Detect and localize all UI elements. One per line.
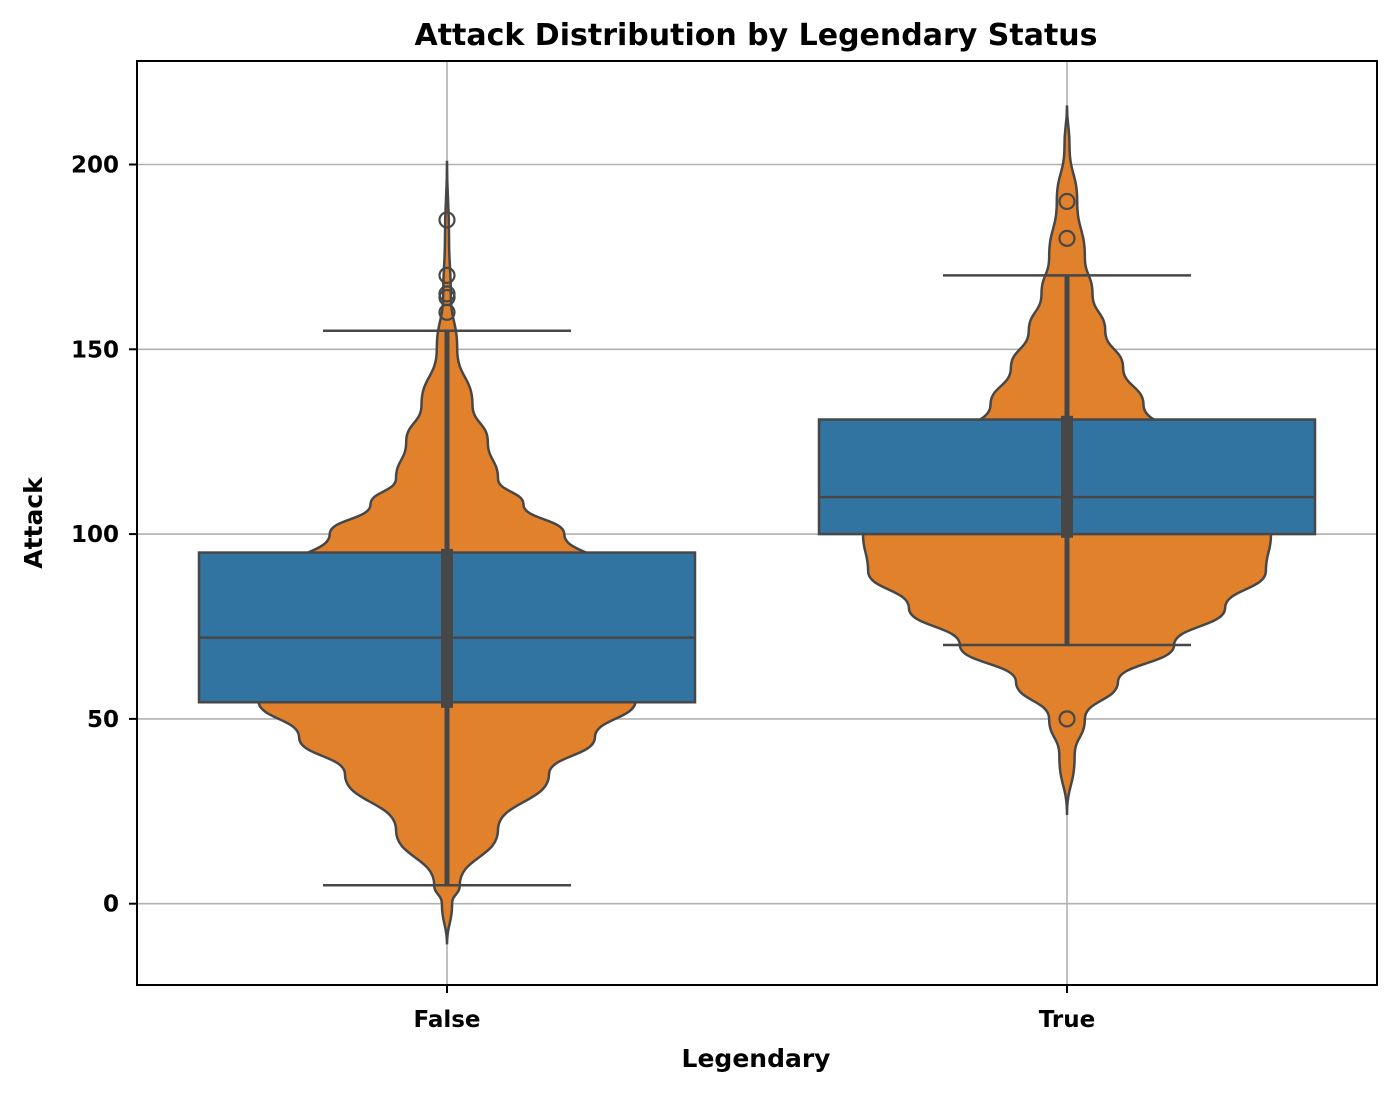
outlier-point xyxy=(1058,192,1076,211)
outlier-point xyxy=(438,285,456,303)
outlier-point xyxy=(438,211,456,229)
y-tick-label: 0 xyxy=(103,892,119,918)
outlier-point xyxy=(1058,710,1076,728)
violins xyxy=(197,104,1317,945)
y-tick-label: 100 xyxy=(71,522,119,548)
violin-inner-box xyxy=(1061,415,1073,538)
violin-group-true xyxy=(817,104,1317,815)
outlier-point xyxy=(438,266,456,284)
plot-area-frame xyxy=(136,60,1378,986)
ticks: 0 50 100 150 200 False True xyxy=(71,152,1095,1033)
y-tick-label: 50 xyxy=(87,707,119,733)
y-axis-label: Attack xyxy=(19,476,48,569)
x-tick-label: True xyxy=(1039,1007,1095,1033)
violin-group-false xyxy=(197,159,697,945)
y-tick-label: 150 xyxy=(71,337,119,363)
y-tick-label: 200 xyxy=(71,152,119,178)
outlier-point xyxy=(1058,229,1076,248)
violin-inner-box xyxy=(441,548,453,708)
chart-title: Attack Distribution by Legendary Status xyxy=(414,18,1097,53)
x-tick-label: False xyxy=(413,1007,480,1033)
x-axis-label: Legendary xyxy=(682,1044,831,1073)
